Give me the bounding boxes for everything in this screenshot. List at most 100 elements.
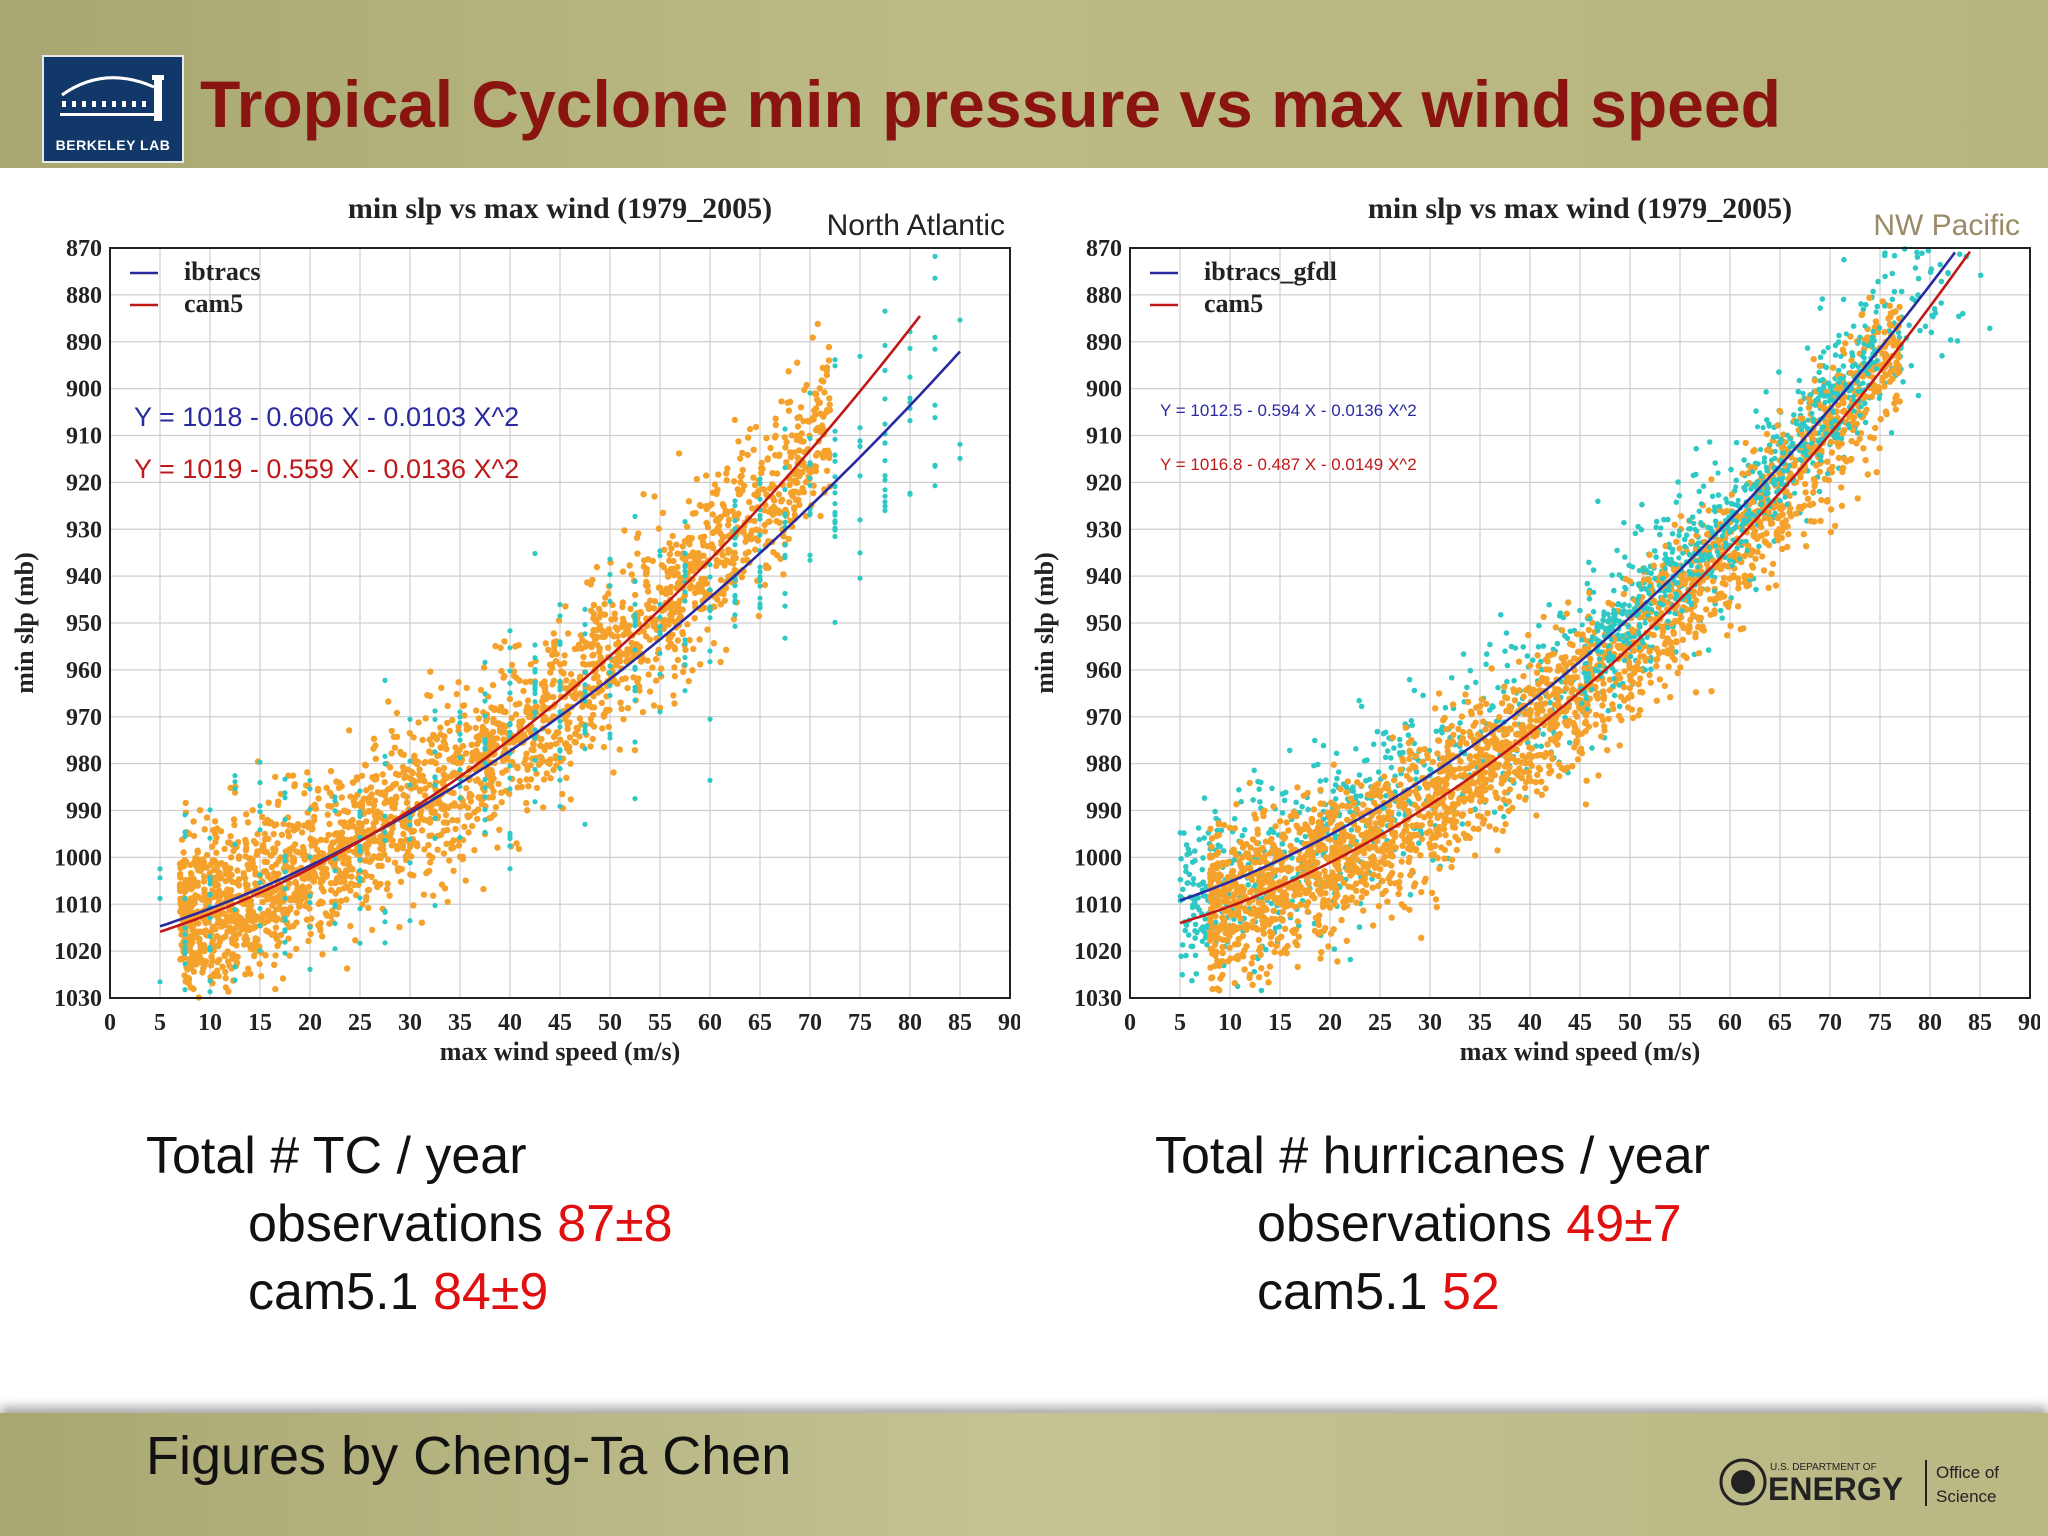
model-point (1574, 630, 1581, 638)
obs-point (1840, 363, 1847, 369)
model-point (1677, 664, 1684, 671)
model-point (595, 605, 603, 613)
model-point (177, 864, 184, 872)
model-point (279, 975, 287, 982)
y-tick-label: 930 (66, 517, 102, 543)
obs-point (782, 486, 788, 493)
model-point (567, 760, 574, 767)
model-point (250, 837, 258, 845)
obs-point (1356, 697, 1362, 704)
model-point (285, 821, 293, 829)
obs-point (232, 964, 238, 970)
model-point (203, 898, 211, 905)
model-point (347, 818, 354, 826)
obs-point (1380, 730, 1387, 737)
obs-point (182, 948, 188, 954)
obs-point (1712, 518, 1719, 524)
model-point (1388, 914, 1395, 921)
obs-point (1184, 880, 1190, 886)
obs-point (207, 944, 213, 950)
obs-point (782, 426, 788, 432)
model-point (1856, 435, 1863, 443)
obs-point (1987, 325, 1993, 332)
model-point (235, 930, 243, 938)
model-point (1348, 894, 1356, 901)
obs-point (1302, 833, 1309, 840)
model-point (374, 854, 381, 861)
model-point (241, 935, 248, 942)
model-point (530, 747, 537, 754)
model-point (714, 486, 721, 493)
obs-point (1192, 921, 1199, 928)
obs-point (282, 917, 288, 923)
obs-point (1653, 524, 1659, 531)
model-point (468, 741, 475, 748)
model-point (516, 777, 523, 785)
obs-point (182, 961, 188, 967)
model-point (621, 630, 628, 638)
model-point (247, 970, 254, 977)
obs-point (657, 650, 663, 656)
obs-point (1863, 301, 1869, 308)
model-point (381, 851, 388, 858)
model-point (676, 615, 683, 622)
obs-point (532, 727, 538, 733)
obs-point (1819, 296, 1826, 302)
model-point (687, 565, 694, 572)
model-point (719, 533, 726, 541)
obs-point (507, 763, 513, 769)
model-point (474, 815, 481, 823)
obs-point (1888, 430, 1895, 436)
model-point (480, 885, 487, 893)
model-point (671, 644, 678, 651)
model-point (235, 882, 243, 889)
obs-point (1406, 676, 1413, 683)
obs-point (1700, 483, 1707, 490)
obs-point (657, 624, 663, 630)
model-point (1445, 839, 1453, 847)
obs-point (1609, 572, 1615, 578)
obs-point (957, 317, 963, 323)
chart-nw-pacific: 0 5 10 15 20 25 30 35 40 45 50 55 60 65 70 75 80 85 908708… (1030, 192, 2040, 1066)
obs-point (232, 841, 238, 847)
obs-point (182, 896, 188, 902)
obs-point (882, 477, 888, 483)
model-point (245, 914, 252, 921)
model-point (342, 840, 349, 847)
model-point (590, 660, 597, 667)
obs-point (1776, 369, 1782, 375)
x-tick-label: 35 (448, 1010, 472, 1036)
model-point (266, 820, 273, 827)
model-point (749, 505, 756, 512)
model-point (389, 803, 396, 810)
model-point (559, 790, 566, 798)
obs-point (1177, 830, 1184, 836)
obs-point (1538, 743, 1545, 750)
model-point (1521, 784, 1529, 792)
model-point (750, 474, 757, 481)
obs-point (432, 815, 438, 822)
x-tick-label: 60 (698, 1010, 722, 1036)
model-point (621, 619, 628, 627)
model-point (776, 451, 783, 458)
obs-point (807, 482, 813, 488)
obs-point (507, 832, 513, 838)
model-point (341, 878, 348, 886)
obs-point (1184, 851, 1190, 858)
obs-point (407, 822, 413, 828)
x-tick-label: 5 (154, 1010, 166, 1036)
obs-point (632, 684, 638, 690)
obs-point (182, 987, 188, 993)
model-point (1605, 715, 1612, 723)
model-point (618, 705, 625, 712)
model-point (221, 845, 228, 853)
model-point (721, 597, 728, 604)
obs-point (1201, 835, 1207, 841)
model-point (605, 723, 612, 731)
model-point (617, 657, 624, 665)
model-point (558, 668, 565, 675)
model-point (346, 727, 353, 734)
model-point (425, 841, 432, 849)
obs-point (1397, 742, 1403, 749)
obs-point (832, 484, 838, 490)
